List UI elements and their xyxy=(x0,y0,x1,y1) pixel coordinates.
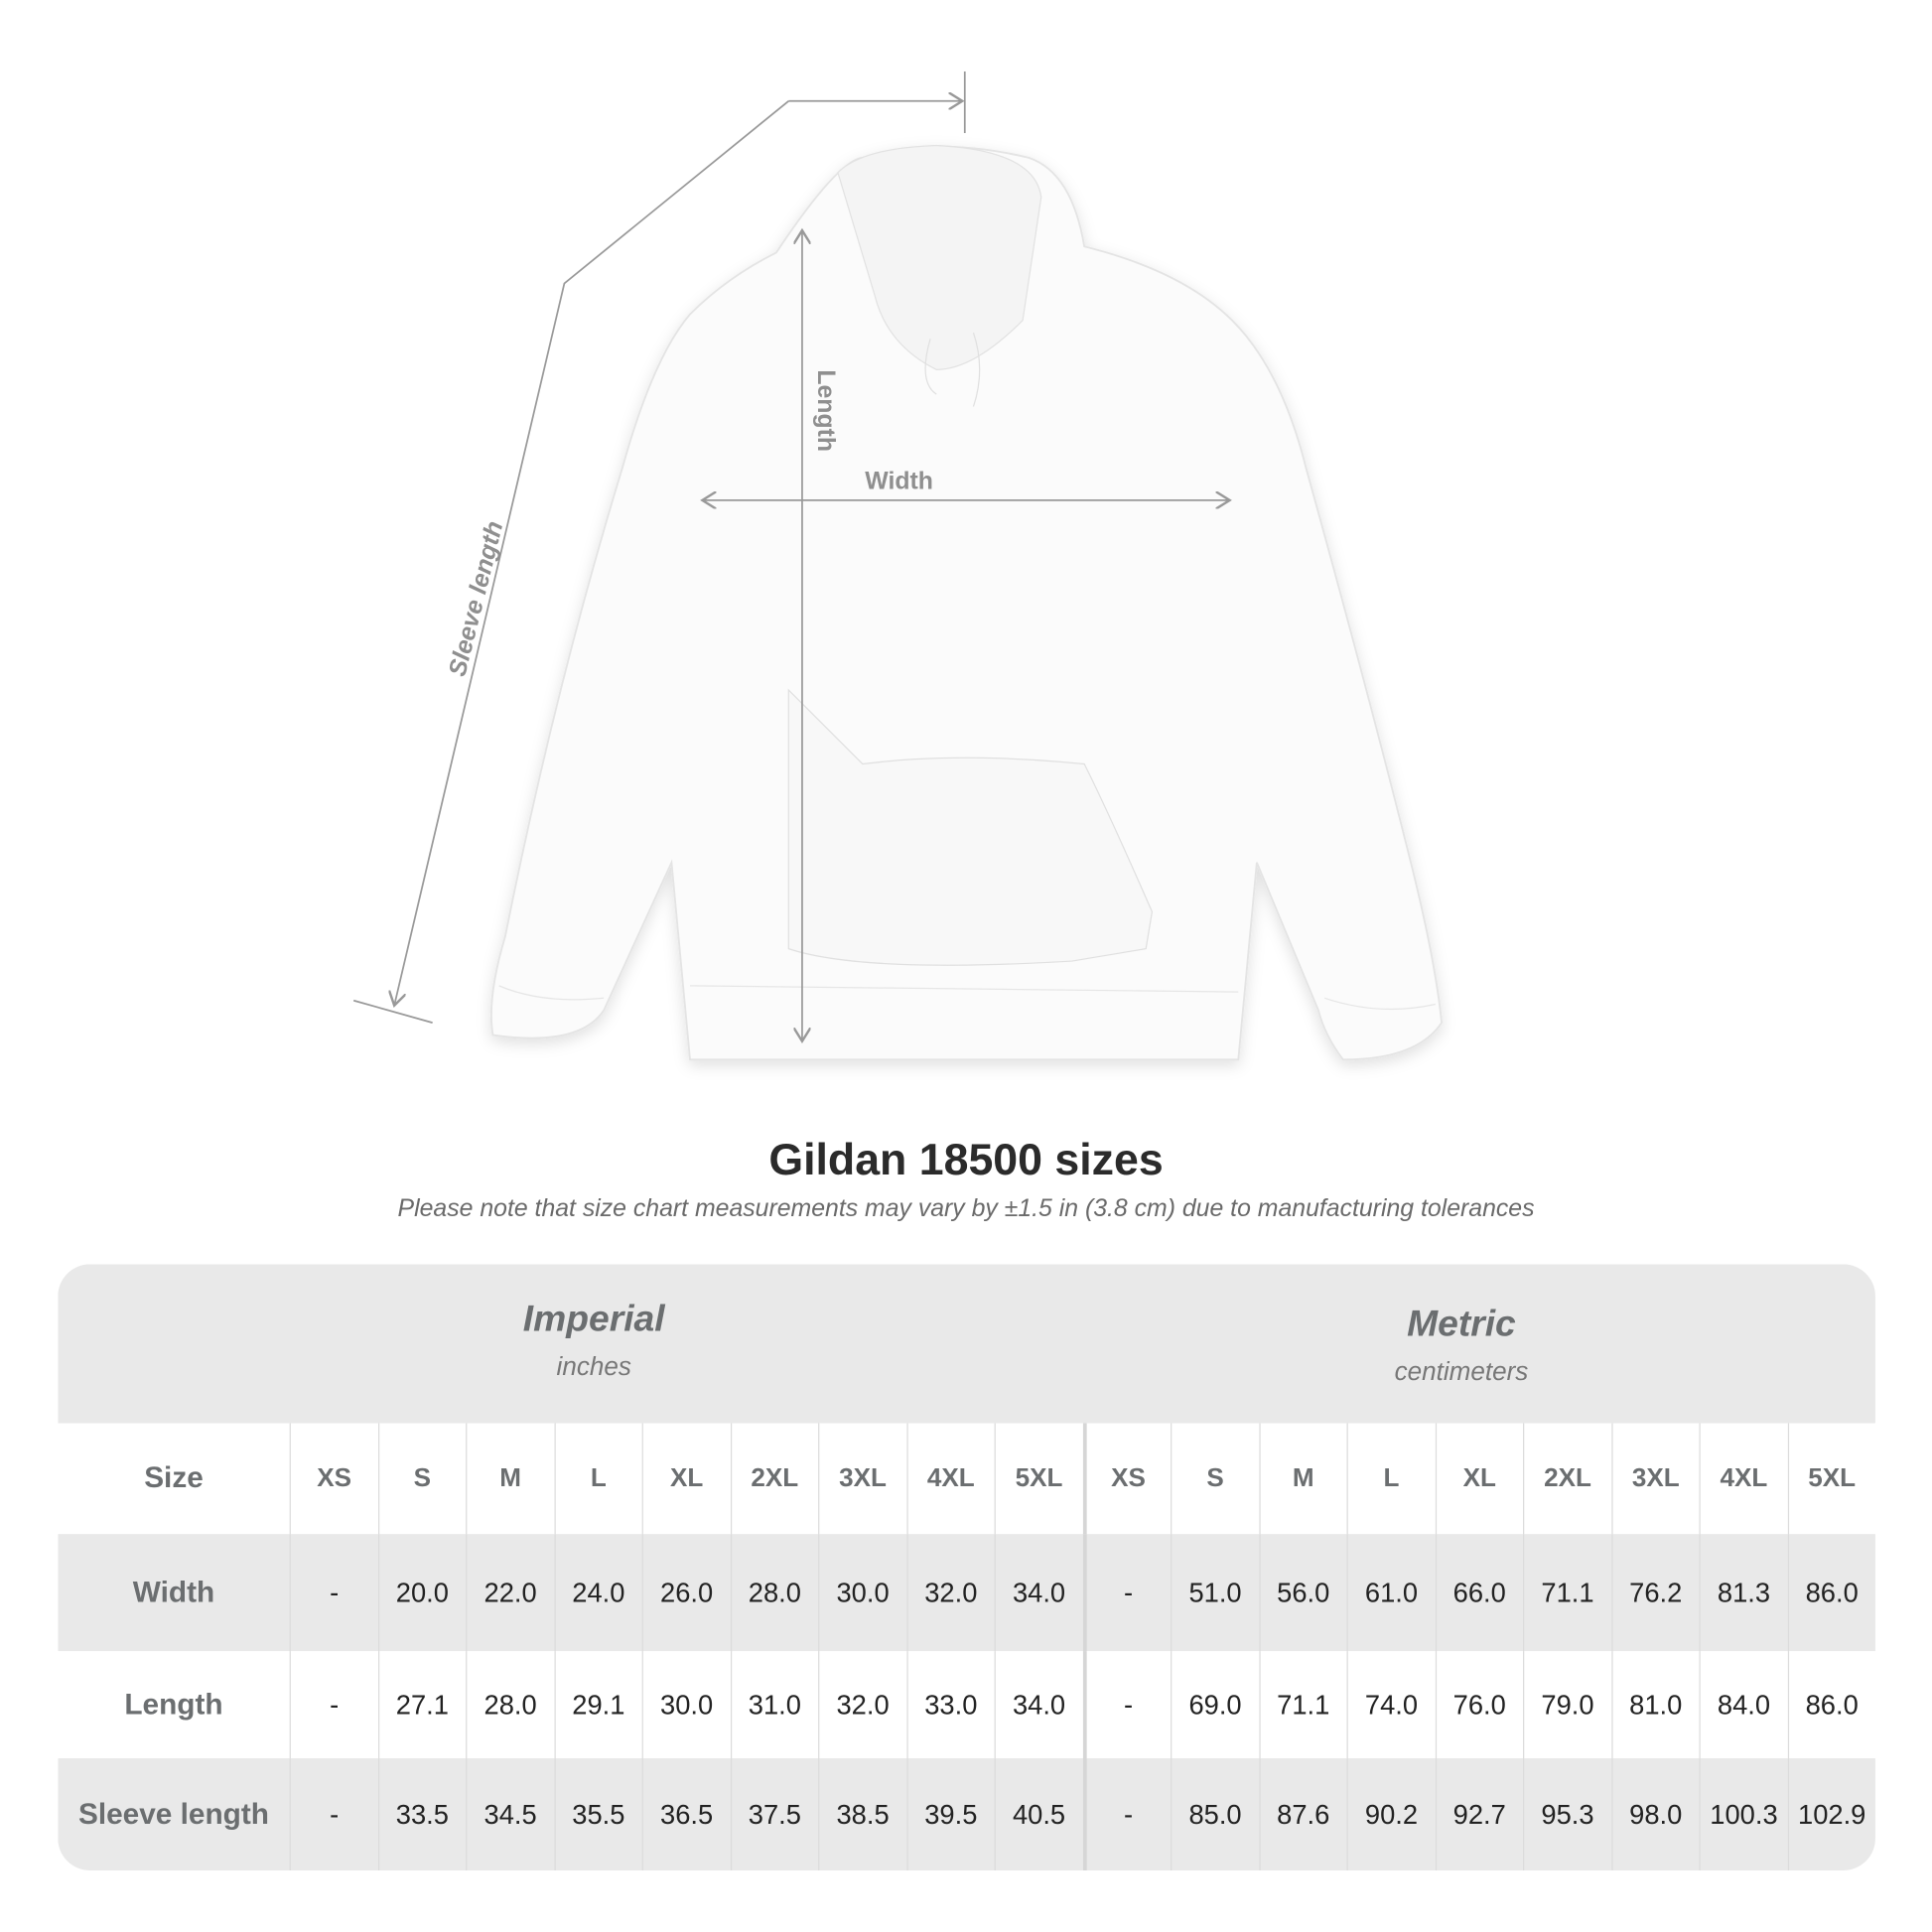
metric-value: - xyxy=(1082,1651,1171,1759)
table-row: Width -20.0 22.0 24.0 26.0 28.0 30.0 32.0 34.0-5… xyxy=(58,1534,1875,1652)
metric-value: 74.0 xyxy=(1346,1651,1436,1759)
imperial-size-4xl: 4XL xyxy=(905,1423,995,1535)
table-row: Length -27.1 28.0 29.1 30.0 31.0 32.0 33.0 34.0-… xyxy=(58,1651,1875,1759)
imperial-value: 40.5 xyxy=(994,1758,1083,1870)
imperial-value: 36.5 xyxy=(641,1758,731,1870)
table-row: Sleeve length -33.5 34.5 35.5 36.5 37.5 38.5 39… xyxy=(58,1758,1875,1870)
metric-value: 81.0 xyxy=(1610,1651,1700,1759)
imperial-size-xl: XL xyxy=(641,1423,731,1535)
size-label: Size xyxy=(144,1460,204,1495)
metric-size-3xl: 3XL xyxy=(1610,1423,1700,1535)
metric-value: - xyxy=(1082,1534,1171,1652)
imperial-value: 30.0 xyxy=(818,1534,906,1652)
imperial-size-2xl: 2XL xyxy=(730,1423,818,1535)
size-header-row: Size XS S M L XL 2XL 3XL 4XL 5XL XS S M L XL 2XL 3XL 4XL 5… xyxy=(58,1423,1875,1535)
metric-value: 69.0 xyxy=(1171,1651,1259,1759)
length-label: Length xyxy=(812,369,839,452)
metric-value: 61.0 xyxy=(1346,1534,1436,1652)
metric-unit: centimeters xyxy=(1394,1357,1529,1387)
sleeve-length-measure xyxy=(352,70,966,1024)
metric-size-5xl: 5XL xyxy=(1787,1423,1875,1535)
imperial-value: 39.5 xyxy=(905,1758,995,1870)
imperial-value: 31.0 xyxy=(730,1651,818,1759)
tolerance-note: Please note that size chart measurements… xyxy=(397,1194,1535,1223)
metric-size-2xl: 2XL xyxy=(1522,1423,1611,1535)
metric-value: 86.0 xyxy=(1787,1651,1875,1759)
imperial-value: 26.0 xyxy=(641,1534,731,1652)
header-band xyxy=(58,1264,1875,1424)
imperial-value: 33.5 xyxy=(377,1758,466,1870)
hoodie-image xyxy=(489,144,1444,1061)
metric-size-m: M xyxy=(1258,1423,1347,1535)
size-table: Imperial inches Metric centimeters Size X… xyxy=(58,1264,1875,1870)
metric-value: 71.1 xyxy=(1522,1534,1611,1652)
hoodie-diagram: Sleeve length Length Width xyxy=(352,70,1444,1061)
imperial-value: 32.0 xyxy=(818,1651,906,1759)
metric-value: 95.3 xyxy=(1522,1758,1611,1870)
imperial-value: 20.0 xyxy=(377,1534,466,1652)
imperial-value: 28.0 xyxy=(466,1651,554,1759)
imperial-value: - xyxy=(289,1758,378,1870)
imperial-value: 34.0 xyxy=(994,1651,1083,1759)
imperial-header: Imperial inches xyxy=(347,1299,840,1382)
metric-value: 81.3 xyxy=(1699,1534,1787,1652)
imperial-title: Imperial xyxy=(522,1299,665,1340)
metric-title: Metric xyxy=(1407,1304,1516,1345)
row-label: Width xyxy=(132,1575,215,1609)
metric-value: 85.0 xyxy=(1171,1758,1259,1870)
imperial-size-m: M xyxy=(466,1423,554,1535)
metric-value: 98.0 xyxy=(1610,1758,1700,1870)
imperial-value: 30.0 xyxy=(641,1651,731,1759)
imperial-size-s: S xyxy=(377,1423,466,1535)
imperial-value: 35.5 xyxy=(553,1758,642,1870)
row-band xyxy=(58,1534,1875,1652)
metric-value: 56.0 xyxy=(1258,1534,1347,1652)
imperial-value: 34.0 xyxy=(994,1534,1083,1652)
imperial-value: 28.0 xyxy=(730,1534,818,1652)
metric-value: 79.0 xyxy=(1522,1651,1611,1759)
imperial-value: 29.1 xyxy=(553,1651,642,1759)
imperial-value: - xyxy=(289,1534,378,1652)
metric-value: 76.0 xyxy=(1435,1651,1523,1759)
imperial-value: 24.0 xyxy=(553,1534,642,1652)
row-label: Sleeve length xyxy=(77,1797,270,1831)
imperial-size-5xl: 5XL xyxy=(994,1423,1083,1535)
metric-value: 102.9 xyxy=(1787,1758,1875,1870)
imperial-value: 34.5 xyxy=(466,1758,554,1870)
width-label: Width xyxy=(865,469,933,495)
row-label: Length xyxy=(124,1687,223,1722)
imperial-size-xs: XS xyxy=(289,1423,378,1535)
metric-size-xs: XS xyxy=(1082,1423,1171,1535)
metric-value: 86.0 xyxy=(1787,1534,1875,1652)
row-band xyxy=(58,1758,1875,1870)
metric-value: 100.3 xyxy=(1699,1758,1787,1870)
metric-value: 76.2 xyxy=(1610,1534,1700,1652)
metric-value: 66.0 xyxy=(1435,1534,1523,1652)
page-title: Gildan 18500 sizes xyxy=(768,1133,1164,1184)
metric-value: 90.2 xyxy=(1346,1758,1436,1870)
metric-value: - xyxy=(1082,1758,1171,1870)
imperial-value: 37.5 xyxy=(730,1758,818,1870)
imperial-value: 22.0 xyxy=(466,1534,554,1652)
metric-value: 87.6 xyxy=(1258,1758,1347,1870)
imperial-value: 32.0 xyxy=(905,1534,995,1652)
metric-size-4xl: 4XL xyxy=(1699,1423,1787,1535)
metric-size-xl: XL xyxy=(1435,1423,1523,1535)
metric-size-l: L xyxy=(1346,1423,1436,1535)
metric-value: 51.0 xyxy=(1171,1534,1259,1652)
imperial-size-3xl: 3XL xyxy=(818,1423,906,1535)
imperial-value: 33.0 xyxy=(905,1651,995,1759)
metric-header: Metric centimeters xyxy=(1215,1304,1708,1387)
metric-value: 92.7 xyxy=(1435,1758,1523,1870)
metric-size-s: S xyxy=(1171,1423,1259,1535)
metric-value: 84.0 xyxy=(1699,1651,1787,1759)
metric-value: 71.1 xyxy=(1258,1651,1347,1759)
imperial-unit: inches xyxy=(556,1352,631,1382)
imperial-value: 38.5 xyxy=(818,1758,906,1870)
imperial-size-l: L xyxy=(553,1423,642,1535)
imperial-value: - xyxy=(289,1651,378,1759)
imperial-value: 27.1 xyxy=(377,1651,466,1759)
